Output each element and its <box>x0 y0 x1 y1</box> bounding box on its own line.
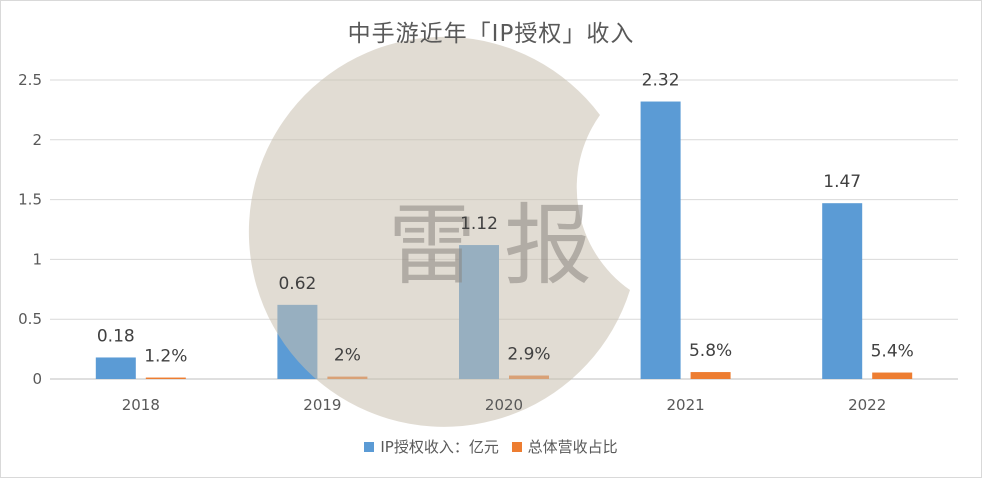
data-label-revenue-share: 2% <box>334 346 361 366</box>
bar-revenue-share <box>872 372 913 379</box>
y-tick-label: 2.5 <box>18 71 42 89</box>
data-labels: 0.18 1.2% 0.62 2% 1.12 2.9% 2.32 5.8% 1.47 5.4% <box>97 71 914 367</box>
moon-logo-watermark-icon <box>248 36 630 427</box>
legend-label-ip-revenue: IP授权收入：亿元 <box>380 438 499 456</box>
data-label-revenue-share: 5.4% <box>871 342 914 362</box>
legend-label-revenue-share: 总体营收占比 <box>527 438 618 456</box>
data-label-ip-revenue: 0.62 <box>278 274 316 294</box>
y-tick-label: 1.5 <box>18 191 42 209</box>
legend-item-ip-revenue: IP授权收入：亿元 <box>364 436 499 457</box>
bar-ip-revenue <box>822 203 863 379</box>
bar-ip-revenue <box>640 101 681 379</box>
legend-item-revenue-share: 总体营收占比 <box>511 436 618 457</box>
data-label-revenue-share: 1.2% <box>144 347 187 367</box>
watermark: 雷 报 <box>248 36 630 427</box>
legend-swatch-ip-revenue <box>364 441 375 452</box>
x-tick-label: 2020 <box>485 396 523 414</box>
data-label-ip-revenue: 0.18 <box>97 326 135 346</box>
x-axis-ticks: 2018 2019 2020 2021 2022 <box>122 396 887 414</box>
x-tick-label: 2021 <box>667 396 705 414</box>
x-tick-label: 2018 <box>122 396 160 414</box>
y-axis-ticks: 0 0.5 1 1.5 2 2.5 <box>18 71 42 388</box>
data-label-revenue-share: 5.8% <box>689 341 732 361</box>
bar-ip-revenue <box>95 357 136 379</box>
y-tick-label: 0.5 <box>18 310 42 328</box>
data-label-ip-revenue: 1.47 <box>823 172 861 192</box>
chart-title: 中手游近年「IP授权」收入 <box>347 21 635 47</box>
data-label-revenue-share: 2.9% <box>507 345 550 365</box>
x-tick-label: 2019 <box>303 396 341 414</box>
bar-revenue-share <box>145 377 186 379</box>
data-label-ip-revenue: 2.32 <box>642 71 680 91</box>
watermark-text: 雷 报 <box>388 194 592 297</box>
legend: IP授权收入：亿元 总体营收占比 <box>0 436 982 457</box>
y-tick-label: 1 <box>32 250 42 268</box>
x-tick-label: 2022 <box>848 396 886 414</box>
bar-revenue-share <box>690 372 731 379</box>
legend-swatch-revenue-share <box>511 441 522 452</box>
y-tick-label: 0 <box>32 370 42 388</box>
y-tick-label: 2 <box>32 131 42 149</box>
data-label-ip-revenue: 1.12 <box>460 214 498 234</box>
